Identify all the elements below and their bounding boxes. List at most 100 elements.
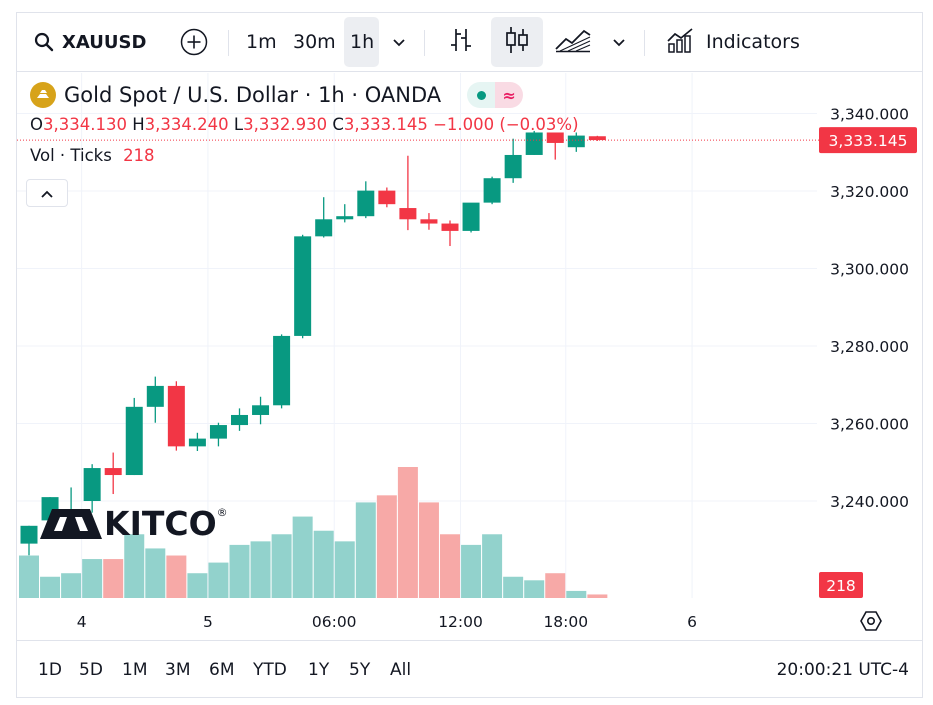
range-ytd-label: YTD [253, 660, 287, 680]
y-tick-label: 3,320.000 [830, 183, 909, 201]
toolbar-divider [228, 30, 229, 56]
candle-body [167, 385, 185, 447]
high-value: 3,334.240 [144, 115, 229, 134]
volume-bar [166, 555, 187, 598]
range-5y[interactable]: 5Y [349, 641, 370, 699]
high-label: H [132, 115, 145, 134]
market-status-badge[interactable]: ≈ [467, 82, 524, 108]
volume-bar [440, 534, 460, 598]
interval-30m[interactable]: 30m [293, 12, 336, 72]
range-all[interactable]: All [390, 641, 411, 699]
range-ytd[interactable]: YTD [253, 641, 287, 699]
chart-settings-icon[interactable] [860, 611, 882, 631]
symbol-search[interactable]: XAUUSD [34, 12, 146, 72]
candle-body [336, 216, 354, 220]
volume-bar [587, 594, 608, 598]
clock-label: 20:00:21 UTC-4 [776, 660, 909, 680]
low-label: L [233, 115, 244, 134]
registered-mark: ® [216, 506, 228, 519]
bars-chart-icon [448, 26, 474, 59]
clock-timezone[interactable]: 20:00:21 UTC-4 [777, 641, 909, 699]
range-1y-label: 1Y [308, 660, 330, 680]
candle-body [209, 425, 227, 439]
time-axis: 4 5 06:00 12:00 18:00 6 [77, 611, 882, 631]
range-6m-label: 6M [209, 660, 235, 680]
range-1y[interactable]: 1Y [308, 641, 329, 699]
candle-body [125, 406, 143, 476]
range-5d[interactable]: 5D [79, 641, 103, 699]
interval-1m[interactable]: 1m [246, 12, 277, 72]
chart-frame [16, 12, 923, 698]
volume-bar [103, 559, 124, 598]
compare-button[interactable] [180, 12, 208, 72]
chart-style-dropdown[interactable] [612, 12, 626, 72]
last-price-badge-label: 3,333.145 [829, 132, 908, 150]
volume-bar [208, 562, 229, 598]
range-1d[interactable]: 1D [38, 641, 62, 699]
range-5d-label: 5D [79, 660, 103, 680]
toolbar-divider [644, 30, 645, 56]
y-tick-label: 3,300.000 [830, 261, 909, 279]
volume-bar [61, 573, 82, 598]
chart-overlays: 3,333.145 218 [17, 127, 917, 598]
search-icon [34, 32, 54, 52]
indicators-button[interactable]: Indicators [666, 12, 800, 72]
range-3m[interactable]: 3M [165, 641, 190, 699]
bottom-toolbar: 1D 5D 1M 3M 6M YTD 1Y 5Y All 20:00:21 UT… [16, 640, 923, 698]
open-label: O [30, 115, 43, 134]
low-value: 3,332.930 [243, 115, 328, 134]
kitco-watermark: KITCO ® [38, 504, 228, 543]
volume-bar [566, 590, 587, 598]
area-chart-icon [554, 27, 592, 58]
market-open-dot-icon [467, 82, 496, 108]
volume-bar [397, 467, 418, 598]
active-style-highlight [491, 17, 543, 67]
interval-1h[interactable]: 1h [350, 12, 374, 72]
volume-bar [313, 530, 334, 598]
volume-legend-value: 218 [123, 146, 155, 165]
indicators-icon [666, 27, 694, 58]
volume-bar [292, 516, 313, 598]
volume-bar [503, 576, 524, 598]
close-value: 3,333.145 [343, 115, 428, 134]
candle-body [504, 154, 522, 179]
range-5y-label: 5Y [349, 660, 371, 680]
interval-dropdown[interactable] [392, 12, 406, 72]
collapse-legend-button[interactable] [26, 179, 68, 207]
volume-bar [376, 495, 397, 598]
volume-bar [355, 502, 376, 598]
y-tick-label: 3,280.000 [830, 338, 909, 356]
candle-body [188, 438, 206, 447]
ohlc-values: O3,334.130 H3,334.240 L3,332.930 C3,333.… [30, 115, 579, 134]
area-style-button[interactable] [554, 12, 592, 72]
range-6m[interactable]: 6M [209, 641, 234, 699]
range-1m-label: 1M [122, 660, 148, 680]
volume-bar [545, 573, 566, 598]
volume-bar [82, 559, 103, 598]
volume-bar [145, 548, 166, 598]
volume-bar [187, 573, 208, 598]
x-tick-label: 12:00 [438, 613, 483, 631]
candle-body [231, 414, 248, 426]
candle-body [20, 525, 38, 544]
candle-body [462, 202, 480, 231]
range-1m[interactable]: 1M [122, 641, 147, 699]
last-volume-badge-label: 218 [826, 577, 856, 595]
bars-style-button[interactable] [448, 12, 474, 72]
chart-legend-title: Gold Spot / U.S. Dollar · 1h · OANDA ≈ [30, 82, 524, 108]
volume-bars [19, 467, 608, 598]
volume-bar [418, 502, 439, 598]
candle-body [83, 468, 101, 501]
candle-body [273, 335, 291, 406]
candles-style-button[interactable] [504, 12, 530, 72]
x-tick-label: 4 [77, 613, 87, 631]
range-3m-label: 3M [165, 660, 191, 680]
close-label: C [332, 115, 344, 134]
volume-legend: Vol · Ticks 218 [30, 146, 155, 165]
candle-body [146, 385, 164, 407]
candle-body [546, 132, 564, 143]
x-tick-label: 6 [687, 613, 697, 631]
y-tick-label: 3,340.000 [830, 106, 909, 124]
open-value: 3,334.130 [43, 115, 127, 134]
